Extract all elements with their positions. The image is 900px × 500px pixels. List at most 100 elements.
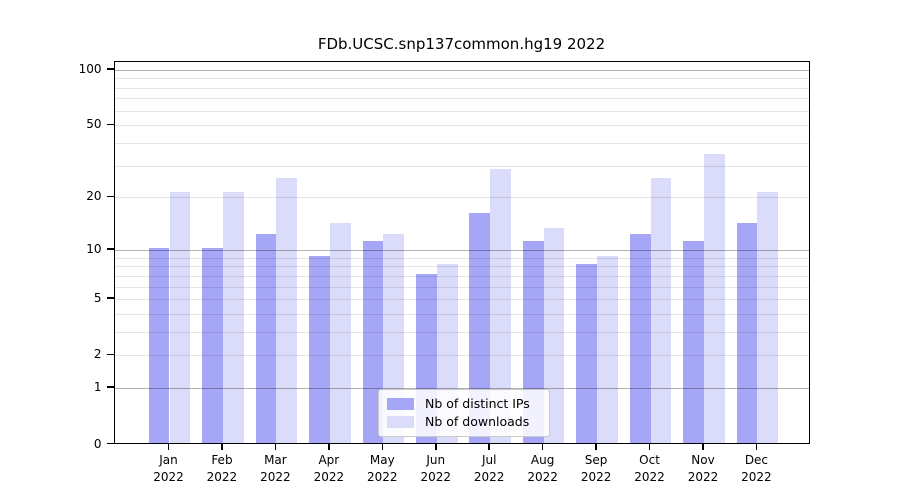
x-tick-label-month: Jan [159, 453, 178, 467]
bar-nb-of-distinct-ips-jan [148, 247, 170, 443]
gridline-2 [114, 355, 809, 357]
x-tick-mark-oct [648, 443, 651, 450]
gridline-40 [114, 143, 809, 145]
x-tick-label-year: 2022 [634, 469, 665, 484]
legend-label-downloads: Nb of downloads [425, 414, 530, 429]
bar-nb-of-downloads-jul [490, 169, 511, 443]
bar-nb-of-distinct-ips-dec [736, 222, 758, 443]
legend-swatch-distinct-ips [387, 397, 414, 410]
legend-row-distinct-ips: Nb of distinct IPs [379, 396, 549, 411]
y-tick-mark-10 [106, 248, 114, 250]
gridline-7 [114, 275, 809, 277]
bar-nb-of-downloads-apr [329, 222, 351, 443]
bar-nb-of-distinct-ips-nov [683, 240, 704, 443]
y-tick-label-5: 5 [93, 291, 102, 306]
x-tick-label-month: May [369, 453, 395, 467]
chart-title: FDb.UCSC.snp137common.hg19 2022 [317, 35, 606, 53]
bar-nb-of-downloads-feb [222, 191, 244, 443]
gridline-80 [114, 87, 809, 89]
x-tick-label-year: 2022 [260, 469, 291, 484]
x-tick-label-year: 2022 [580, 469, 612, 484]
x-tick-label-month: Dec [744, 453, 769, 467]
y-tick-mark-1 [106, 386, 114, 388]
bar-nb-of-distinct-ips-oct [629, 234, 651, 443]
x-tick-label-month: Nov [691, 453, 715, 467]
gridline-3 [114, 331, 809, 333]
bar-nb-of-downloads-sep [597, 255, 618, 443]
bar-nb-of-downloads-oct [650, 178, 672, 443]
x-tick-label-may: May 2022 [352, 452, 412, 485]
bar-nb-of-downloads-dec [757, 191, 779, 443]
x-tick-label-sep: Sep 2022 [566, 452, 626, 485]
gridline-20 [114, 197, 809, 199]
gridline-30 [114, 165, 809, 167]
y-tick-label-50: 50 [86, 117, 102, 132]
x-tick-label-year: 2022 [420, 469, 452, 484]
y-tick-mark-2 [106, 353, 114, 356]
x-tick-label-jul: Jul 2022 [459, 452, 519, 485]
x-tick-mark-dec [755, 443, 758, 450]
bar-nb-of-downloads-jan [169, 191, 191, 443]
x-tick-label-month: Jun [426, 453, 446, 467]
gridline-100 [114, 69, 809, 71]
y-tick-mark-100 [106, 68, 114, 70]
y-tick-label-100: 100 [78, 61, 102, 76]
legend: Nb of distinct IPs Nb of downloads [378, 388, 550, 437]
legend-row-downloads: Nb of downloads [379, 414, 549, 429]
y-tick-mark-5 [106, 297, 114, 299]
gridline-70 [114, 98, 809, 100]
x-tick-mark-apr [328, 443, 330, 450]
x-tick-label-feb: Feb 2022 [192, 452, 252, 485]
gridline-8 [114, 266, 809, 268]
bar-nb-of-downloads-nov [704, 153, 725, 443]
gridline-5 [114, 299, 809, 301]
plot-area [113, 61, 810, 444]
x-tick-label-year: 2022 [153, 469, 184, 484]
x-tick-label-year: 2022 [206, 469, 238, 484]
y-tick-label-1: 1 [93, 380, 102, 395]
gridline-60 [114, 110, 809, 112]
x-tick-label-month: Jul [481, 453, 497, 467]
x-tick-mark-mar [274, 443, 277, 450]
x-tick-mark-jan [167, 443, 170, 450]
x-tick-label-jan: Jan 2022 [139, 452, 199, 485]
x-tick-label-month: Oct [639, 453, 660, 467]
gridline-90 [114, 78, 809, 80]
x-tick-label-mar: Mar 2022 [245, 452, 305, 485]
x-tick-label-aug: Aug 2022 [513, 452, 573, 485]
y-tick-label-10: 10 [86, 241, 102, 256]
x-tick-mark-may [381, 443, 384, 450]
x-tick-mark-jun [435, 443, 437, 450]
x-tick-mark-nov [702, 443, 704, 450]
y-tick-label-20: 20 [86, 189, 102, 204]
x-tick-label-dec: Dec 2022 [726, 452, 786, 485]
bar-nb-of-distinct-ips-feb [202, 247, 223, 443]
x-tick-mark-jul [488, 443, 490, 450]
bar-nb-of-distinct-ips-sep [576, 264, 598, 443]
gridline-6 [114, 286, 809, 288]
x-tick-mark-sep [595, 443, 597, 450]
gridline-4 [114, 313, 809, 315]
gridline-10 [114, 249, 809, 251]
gridline-9 [114, 257, 809, 259]
bar-nb-of-distinct-ips-mar [255, 234, 277, 443]
x-tick-label-jun: Jun 2022 [406, 452, 466, 485]
y-tick-label-0: 0 [93, 436, 102, 451]
bar-nb-of-distinct-ips-jul [469, 212, 491, 443]
y-tick-mark-0 [106, 442, 114, 445]
bar-nb-of-downloads-mar [276, 178, 298, 443]
x-tick-label-month: Feb [211, 453, 233, 467]
x-tick-label-month: Apr [318, 453, 340, 467]
x-tick-label-year: 2022 [527, 469, 558, 484]
gridline-50 [114, 125, 809, 127]
x-tick-label-year: 2022 [473, 469, 505, 484]
x-tick-label-year: 2022 [367, 469, 398, 484]
y-tick-label-2: 2 [93, 347, 102, 362]
x-tick-label-month: Mar [264, 453, 287, 467]
x-tick-mark-aug [541, 443, 544, 450]
x-tick-label-year: 2022 [687, 469, 719, 484]
x-tick-label-nov: Nov 2022 [673, 452, 733, 485]
legend-swatch-downloads [387, 415, 414, 428]
x-tick-label-year: 2022 [741, 469, 772, 484]
